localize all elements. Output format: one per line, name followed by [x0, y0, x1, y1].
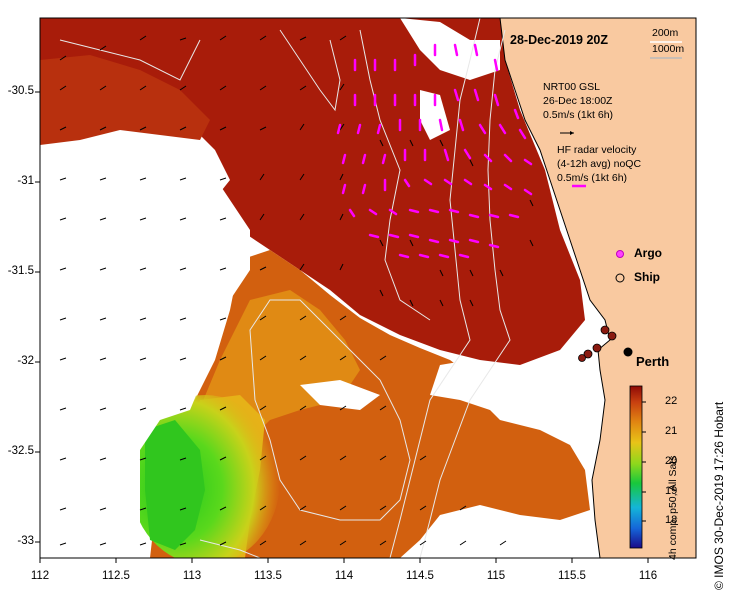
hf-legend-line3: 0.5m/s (1kt 6h) — [557, 172, 628, 184]
colorbar-tick-label: 21 — [665, 425, 678, 437]
lat-tick-label: -32 — [17, 355, 34, 367]
lon-tick-label: 116 — [638, 570, 658, 582]
lon-tick-label: 112 — [30, 570, 50, 582]
hf-legend-line2: (4-12h avg) noQC — [557, 158, 642, 170]
colorbar-tick-label: 20 — [665, 455, 678, 467]
hf-radar-vectors — [336, 43, 533, 259]
gsl-vectors — [59, 35, 534, 546]
ship-legend-label: Ship — [634, 270, 660, 284]
cloud-gap-mid — [300, 380, 380, 410]
sst-green-core — [145, 420, 205, 550]
lon-tick-label: 114 — [334, 570, 354, 582]
lon-tick-label: 112.5 — [102, 570, 130, 582]
land-western-australia — [500, 18, 696, 558]
gsl-legend-arrowhead — [570, 131, 574, 135]
lat-tick-label: -30.5 — [7, 85, 34, 97]
colorbar-ticks — [642, 401, 646, 522]
sst-warm-west-patch — [40, 55, 210, 145]
lon-tick-label: 113 — [182, 570, 202, 582]
lat-tick-label: -31 — [17, 175, 34, 187]
perth-marker — [623, 347, 633, 357]
lat-tick-label: -32.5 — [7, 445, 34, 457]
gsl-legend-line2: 26-Dec 18:00Z — [543, 95, 613, 107]
lon-tick-label: 115 — [486, 570, 506, 582]
gsl-legend-line1: NRT00 GSL — [543, 81, 600, 93]
axis-ticks — [35, 91, 649, 563]
gsl-legend-text: NRT00 GSL 26-Dec 18:00Z 0.5m/s (1kt 6h) — [543, 80, 613, 122]
hf-legend-line1: HF radar velocity — [557, 144, 637, 156]
credit-text: © IMOS 30-Dec-2019 17:26 Hobart — [712, 401, 726, 590]
argo-legend-label: Argo — [634, 246, 662, 260]
lat-tick-label: -33 — [17, 535, 34, 547]
cloud-gap-southeast — [510, 520, 600, 558]
lon-tick-label: 114.5 — [406, 570, 434, 582]
colorbar — [629, 385, 643, 549]
colorbar-tick-label: 18 — [665, 514, 678, 526]
perth-label: Perth — [636, 354, 670, 369]
map-title: 28-Dec-2019 20Z — [510, 33, 608, 47]
isobath-1000m-label: 1000m — [652, 43, 685, 55]
isobath-200m-label: 200m — [652, 27, 679, 39]
colorbar-tick-label: 22 — [665, 395, 678, 407]
argo-legend-marker — [616, 250, 624, 258]
cloud-gap-west — [40, 150, 250, 558]
ship-legend-marker — [615, 273, 625, 283]
lat-tick-label: -31.5 — [7, 265, 34, 277]
colorbar-tick-label: 19 — [665, 485, 678, 497]
ship-markers-coast — [578, 325, 617, 362]
gsl-legend-line3: 0.5m/s (1kt 6h) — [543, 109, 614, 121]
lon-tick-label: 115.5 — [558, 570, 586, 582]
hf-legend-text: HF radar velocity (4-12h avg) noQC 0.5m/… — [557, 143, 641, 185]
isobath-contours — [59, 18, 511, 558]
colorbar-title: 4h comp, p50, All Sats — [667, 455, 679, 560]
plot-frame — [39, 17, 697, 559]
cloud-gap-south — [430, 360, 500, 410]
lon-tick-label: 113.5 — [254, 570, 282, 582]
coastline — [499, 18, 611, 558]
cloud-gap-north — [400, 18, 500, 80]
